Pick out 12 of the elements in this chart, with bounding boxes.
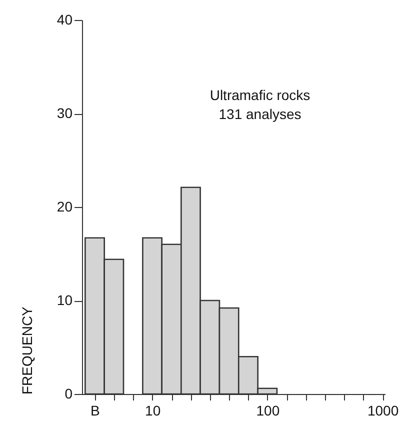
annotation: Ultramafic rocks bbox=[210, 87, 310, 103]
x-tick-label: 1000 bbox=[367, 402, 399, 418]
x-tick-label: 10 bbox=[145, 402, 161, 418]
y-axis-title: FREQUENCY bbox=[18, 306, 35, 394]
x-tick-label: 100 bbox=[256, 402, 280, 418]
y-tick-label: 30 bbox=[56, 105, 73, 121]
annotation: 131 analyses bbox=[218, 106, 302, 122]
x-tick-label: B bbox=[90, 402, 100, 418]
y-tick-label: 10 bbox=[56, 292, 73, 308]
y-tick-label: 40 bbox=[56, 12, 73, 28]
y-tick-label: 20 bbox=[56, 198, 73, 214]
y-tick-label: 0 bbox=[64, 386, 73, 402]
